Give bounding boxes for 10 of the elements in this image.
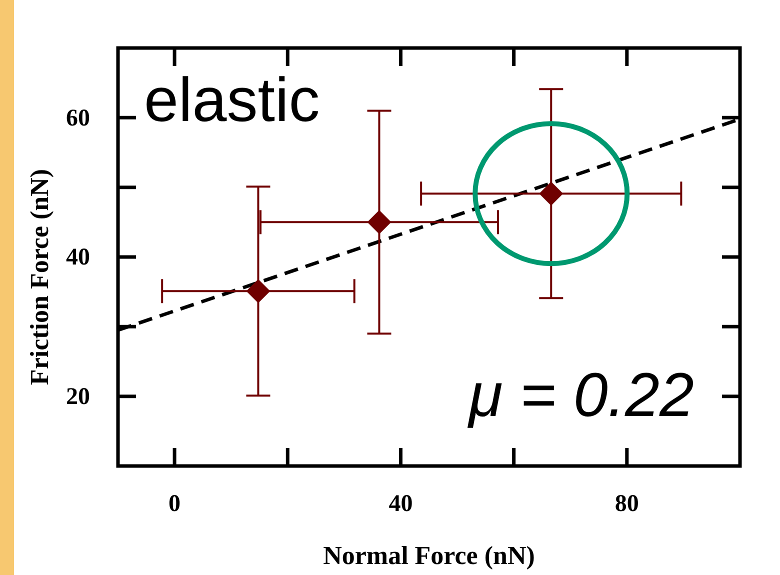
x-tick-label: 0 bbox=[168, 491, 181, 518]
y-axis-title: Friction Force (nN) bbox=[25, 168, 54, 386]
y-tick-label: 40 bbox=[66, 244, 90, 271]
annotation: elastic bbox=[144, 66, 320, 135]
y-tick-label: 20 bbox=[66, 384, 90, 410]
y-tick-label: 60 bbox=[66, 105, 90, 132]
x-axis-title: Normal Force (nN) bbox=[323, 541, 535, 570]
x-tick-label: 40 bbox=[388, 491, 413, 518]
x-tick-label: 80 bbox=[614, 491, 639, 518]
annotation: μ = 0.22 bbox=[466, 361, 694, 430]
